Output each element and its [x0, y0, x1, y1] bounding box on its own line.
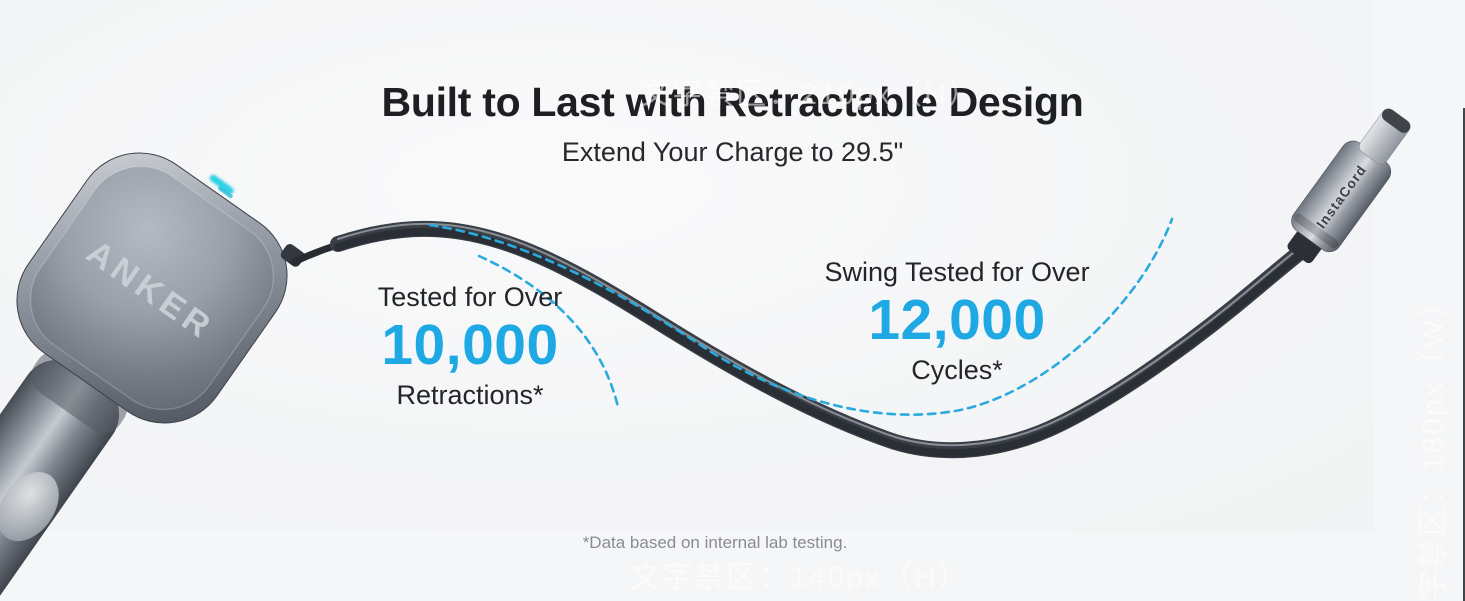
retractable-cable [330, 220, 1311, 459]
charger-stem [0, 351, 128, 601]
watermark-bottom: 文字禁区：140px（H） [630, 561, 970, 594]
charger-head: ANKER [16, 152, 288, 424]
led-indicator [209, 174, 234, 199]
right-edge-line [1463, 108, 1465, 601]
watermark-top: 文字禁区：210px（H） [640, 78, 980, 111]
usb-c-connector: InstaCord [1287, 108, 1411, 264]
retraction-dashed-arc [477, 254, 620, 409]
extension-dashed-arc [428, 217, 1174, 416]
